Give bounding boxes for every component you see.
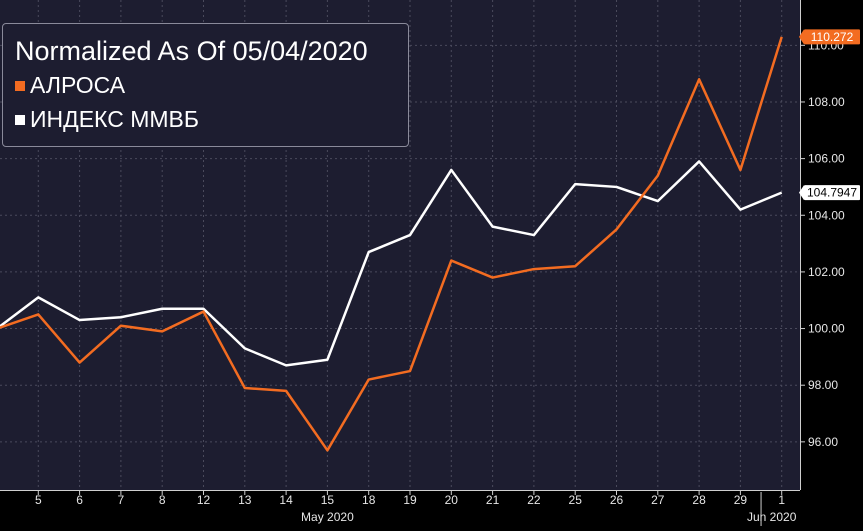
x-tick-label: 26 (610, 493, 624, 507)
last-value-label-mmvb: 104.7947 (807, 186, 857, 200)
axis-layer: 96.00 98.00 100.00 102.00 104.00 106.00 108.00… (0, 0, 845, 526)
x-tick-label: 5 (35, 493, 42, 507)
x-tick-label: 1 (778, 493, 785, 507)
legend-label-alrosa: АЛРОСА (30, 72, 126, 98)
last-value-label-alrosa: 110.272 (811, 30, 854, 44)
y-tick-label: 100.00 (808, 322, 845, 336)
label-layer: 110.272 104.7947 (799, 29, 860, 201)
chart-title: Normalized As Of 05/04/2020 (15, 36, 368, 66)
legend-label-mmvb: ИНДЕКС ММВБ (30, 106, 199, 132)
x-tick-label: 20 (445, 493, 459, 507)
legend-entry-alrosa: АЛРОСА (15, 72, 125, 99)
x-tick-label: 18 (362, 493, 376, 507)
legend-entry-mmvb: ИНДЕКС ММВБ (15, 106, 199, 133)
chart-legend: Normalized As Of 05/04/2020 АЛРОСА ИНДЕК… (2, 23, 409, 147)
month-label-may: May 2020 (301, 510, 354, 524)
last-value-tag-mmvb (804, 185, 860, 201)
month-label-jun: Jun 2020 (747, 510, 797, 524)
x-tick-label: 12 (197, 493, 211, 507)
series-line-mmvb (0, 160, 783, 367)
x-tick-label: 8 (159, 493, 166, 507)
last-value-tag-alrosa (804, 29, 860, 45)
x-tick-label: 15 (321, 493, 335, 507)
last-value-arrow-mmvb (799, 185, 804, 201)
x-tick-label: 28 (692, 493, 706, 507)
y-tick-label: 96.00 (808, 435, 838, 449)
x-tick-label: 13 (238, 493, 252, 507)
y-tick-label: 108.00 (808, 95, 845, 109)
legend-swatch-orange (15, 80, 25, 91)
y-tick-label: 104.00 (808, 208, 845, 222)
x-tick-label: 22 (527, 493, 541, 507)
y-tick-label: 106.00 (808, 152, 845, 166)
x-tick-label: 7 (118, 493, 125, 507)
x-tick-label: 6 (76, 493, 83, 507)
x-tick-label: 27 (651, 493, 665, 507)
y-tick-label: 98.00 (808, 378, 838, 392)
x-tick-label: 21 (486, 493, 500, 507)
x-tick-label: 29 (734, 493, 748, 507)
series-layer (0, 36, 783, 452)
x-tick-label: 19 (403, 493, 417, 507)
legend-swatch-white (15, 114, 25, 125)
last-value-arrow-alrosa (799, 29, 804, 45)
y-tick-label: 102.00 (808, 265, 845, 279)
series-line-alrosa (0, 36, 783, 452)
x-tick-label: 25 (569, 493, 583, 507)
x-tick-label: 14 (279, 493, 293, 507)
